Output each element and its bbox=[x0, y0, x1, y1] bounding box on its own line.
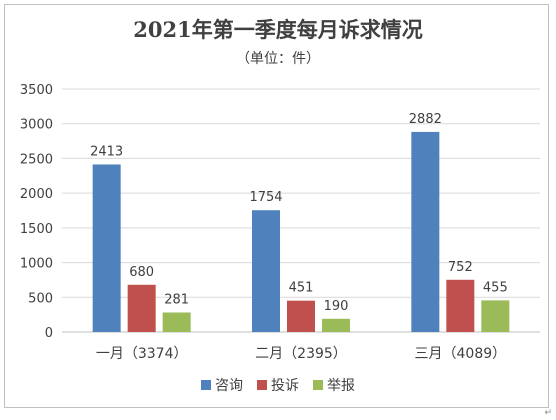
data-label: 451 bbox=[289, 281, 314, 296]
y-tick-label: 0 bbox=[45, 326, 53, 341]
bar bbox=[92, 164, 121, 332]
bar bbox=[481, 300, 510, 332]
legend-item: 举报 bbox=[313, 375, 355, 395]
legend-label: 投诉 bbox=[271, 378, 299, 394]
y-tick-label: 2000 bbox=[20, 187, 53, 202]
bar bbox=[411, 131, 440, 332]
y-tick-label: 3500 bbox=[20, 83, 53, 98]
data-label: 190 bbox=[324, 299, 349, 314]
x-tick-label: 一月（3374） bbox=[96, 346, 188, 362]
paragraph-mark: ↵ bbox=[544, 408, 552, 418]
bar bbox=[252, 210, 280, 332]
legend-swatch bbox=[201, 380, 211, 390]
legend-label: 咨询 bbox=[215, 378, 243, 394]
y-tick-label: 500 bbox=[28, 291, 53, 306]
data-label: 2413 bbox=[90, 144, 123, 159]
data-label: 2882 bbox=[409, 112, 442, 127]
legend: 咨询 投诉 举报 bbox=[0, 375, 556, 395]
data-label: 281 bbox=[164, 292, 189, 307]
chart-subtitle: （单位：件） bbox=[236, 51, 320, 67]
data-label: 680 bbox=[129, 265, 154, 280]
bar bbox=[446, 279, 475, 332]
legend-item: 咨询 bbox=[201, 375, 243, 395]
bar bbox=[287, 300, 315, 332]
y-tick-label: 1500 bbox=[20, 222, 53, 237]
data-label: 752 bbox=[448, 260, 473, 275]
data-label: 1754 bbox=[249, 190, 282, 205]
legend-label: 举报 bbox=[327, 378, 355, 394]
y-tick-label: 3000 bbox=[20, 118, 53, 133]
legend-swatch bbox=[257, 380, 267, 390]
bar bbox=[127, 284, 156, 332]
legend-item: 投诉 bbox=[257, 375, 299, 395]
bar bbox=[322, 318, 350, 332]
data-label: 455 bbox=[483, 280, 508, 295]
y-tick-label: 1000 bbox=[20, 257, 53, 272]
chart-title: 2021年第一季度每月诉求情况 bbox=[133, 17, 423, 42]
x-tick-label: 二月（2395） bbox=[255, 346, 347, 362]
bar bbox=[162, 312, 191, 332]
y-tick-label: 2500 bbox=[20, 152, 53, 167]
legend-swatch bbox=[313, 380, 323, 390]
x-tick-label: 三月（4089） bbox=[415, 346, 507, 362]
